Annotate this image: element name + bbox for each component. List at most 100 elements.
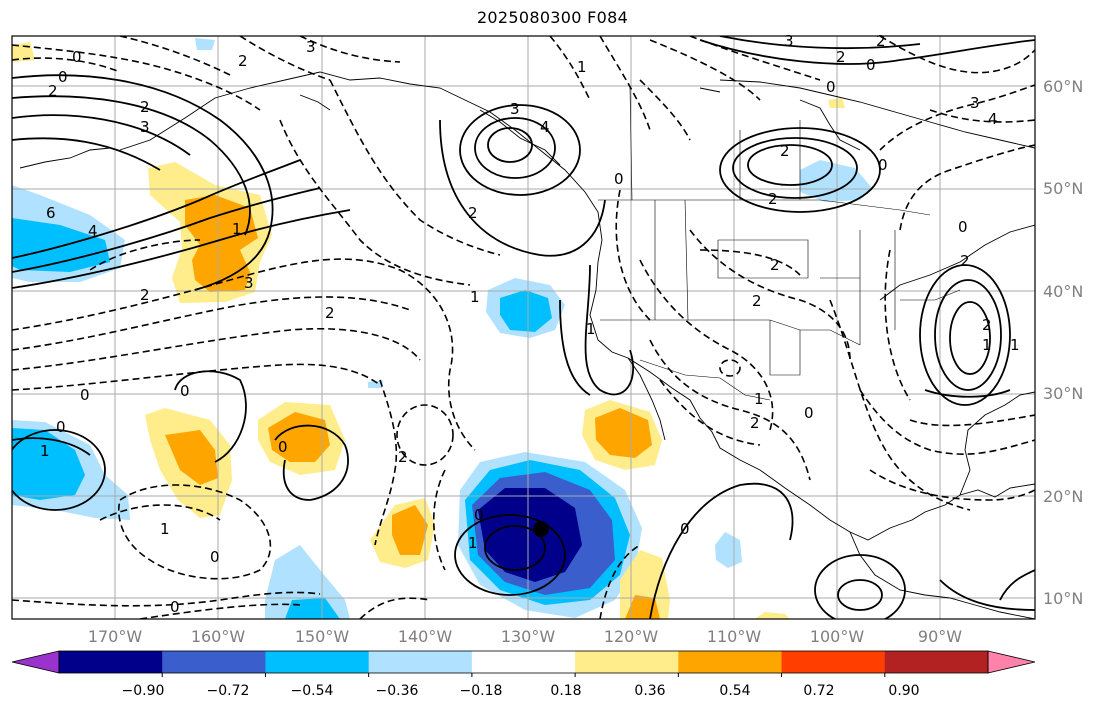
shade-negative (478, 488, 582, 582)
contour-label: 3 (306, 38, 316, 56)
shade-positive (185, 195, 258, 292)
contour-label: 2 (836, 48, 846, 66)
graticule (12, 36, 1035, 619)
colorbar-segment (59, 651, 163, 673)
contour-label: 0 (56, 418, 66, 436)
contour-label: 1 (40, 442, 50, 460)
lon-label: 90°W (917, 627, 963, 646)
colorbar-frame (58, 650, 989, 674)
shade-negative (800, 160, 872, 202)
contour-label: 0 (170, 598, 180, 616)
contour-label: 2 (876, 32, 886, 50)
lat-label: 30°N (1043, 384, 1084, 403)
lat-label: 40°N (1043, 282, 1084, 301)
colorbar-max-arrow (987, 650, 1036, 674)
colorbar (11, 650, 1036, 677)
shaded-anomalies (12, 38, 872, 619)
contour-label: 3 (244, 274, 254, 292)
shade-positive (392, 505, 428, 555)
colorbar-tick-label: −0.90 (121, 683, 165, 699)
contour-label: 3 (140, 118, 150, 136)
colorbar-segment (368, 651, 473, 673)
lat-label: 60°N (1043, 77, 1084, 96)
lon-label: 160°W (190, 627, 246, 646)
colorbar-segment (162, 651, 266, 673)
contour-label: 0 (210, 548, 220, 566)
contour-value-labels: 0 3 2 0 2 3 2 6 4 1 3 2 2 3 4 1 0 2 3 2 … (40, 32, 1020, 616)
contour-label: 1 (232, 220, 242, 238)
contour-label: 2 (238, 52, 248, 70)
coastlines (19, 71, 1035, 619)
contour-label: 3 (970, 94, 980, 112)
colorbar-min-arrow (11, 650, 60, 674)
contour-label: 1 (470, 288, 480, 306)
contour-label: 2 (780, 142, 790, 160)
colorbar-tick-label: −0.18 (459, 683, 503, 699)
map-frame (11, 35, 1036, 620)
contour-label: 2 (140, 286, 150, 304)
contour-label: 2 (468, 204, 478, 222)
contour-label: 0 (80, 386, 90, 404)
shade-negative (12, 428, 85, 500)
contour-label: 1 (468, 534, 478, 552)
contour-label: 1 (577, 58, 587, 76)
contour-label: 1 (754, 390, 764, 408)
map-title: 2025080300 F084 (476, 8, 629, 27)
colorbar-segment (575, 651, 679, 673)
contour-label: 0 (866, 56, 876, 74)
contour-label: 1 (160, 520, 170, 538)
lat-label: 50°N (1043, 179, 1084, 198)
contour-label: 0 (180, 382, 190, 400)
colorbar-tick-label: 0.90 (888, 683, 920, 699)
contour-label: 0 (804, 404, 814, 422)
contour-label: 2 (140, 98, 150, 116)
colorbar-tick-label: −0.72 (206, 683, 250, 699)
contour-lines (12, 36, 1035, 619)
shade-negative (368, 380, 383, 388)
contour-label: 2 (325, 304, 335, 322)
shade-negative (285, 598, 340, 619)
shade-positive (165, 430, 218, 485)
contour-label: 0 (58, 68, 68, 86)
contour-label: 1 (586, 320, 596, 338)
contour-label: 0 (278, 438, 288, 456)
contour-label: 2 (750, 414, 760, 432)
contour-label: 2 (398, 448, 408, 466)
contour-label: 0 (614, 170, 624, 188)
colorbar-segment (678, 651, 783, 673)
contour-label: 4 (540, 118, 550, 136)
lon-label: 140°W (397, 627, 453, 646)
shade-positive (595, 408, 652, 458)
contour-label: 3 (510, 100, 520, 118)
contour-label: 2 (752, 292, 762, 310)
contour-label: 2 (960, 252, 970, 270)
contour-label: 0 (72, 48, 82, 66)
contour-label: 2 (982, 316, 992, 334)
shade-positive (755, 612, 790, 619)
contour-label: 4 (88, 222, 98, 240)
storm-center-marker (533, 521, 549, 537)
contour-label: 6 (46, 204, 56, 222)
lon-label: 170°W (87, 627, 143, 646)
shade-positive (268, 412, 330, 462)
colorbar-segment (265, 651, 370, 673)
contour-label: 0 (826, 78, 836, 96)
lon-label: 100°W (809, 627, 865, 646)
political-borders (598, 87, 961, 401)
colorbar-tick-label: 0.18 (550, 683, 582, 699)
lat-label: 10°N (1043, 589, 1084, 608)
shade-negative (12, 218, 110, 272)
shade-negative (265, 545, 350, 619)
shade-negative (195, 38, 215, 50)
shade-negative (715, 532, 742, 568)
contour-label: 0 (474, 506, 484, 524)
colorbar-tick-label: −0.36 (375, 683, 419, 699)
contour-label: 0 (958, 218, 968, 236)
colorbar-tick-label: 0.54 (719, 683, 751, 699)
contour-label: 0 (878, 156, 888, 174)
colorbar-segment (471, 651, 576, 673)
contour-label: 2 (768, 190, 778, 208)
colorbar-segment (781, 651, 886, 673)
contour-label: 4 (988, 110, 998, 128)
